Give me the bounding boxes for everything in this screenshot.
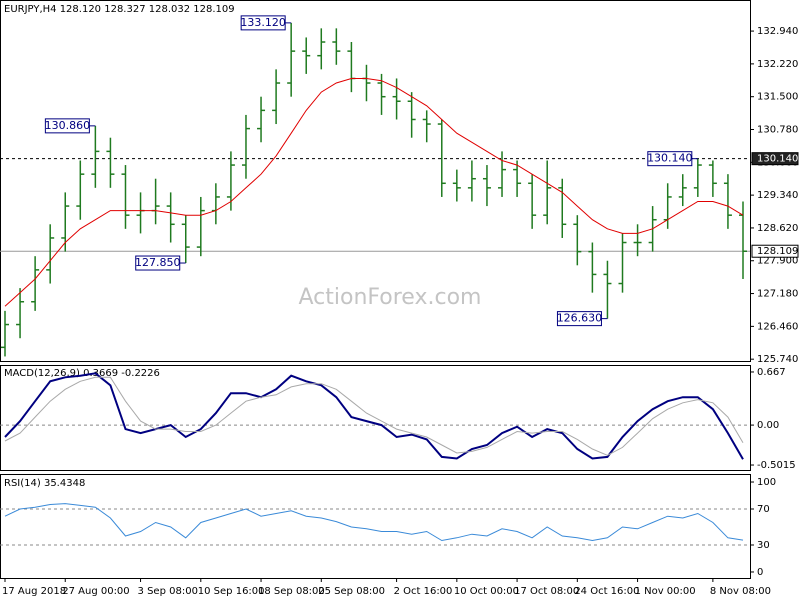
y-tick-label: 100 — [757, 477, 776, 488]
price-header: EURJPY,H4 128.120 128.327 128.032 128.10… — [4, 4, 235, 15]
y-tick-label: 128.620 — [757, 223, 798, 234]
price-label: 130.140 — [757, 154, 798, 165]
rsi-title: RSI(14) 35.4348 — [4, 478, 85, 489]
x-tick-label: 25 Sep 08:00 — [318, 586, 385, 597]
annotation-label: 127.850 — [135, 256, 181, 269]
annotation-label: 133.120 — [240, 16, 286, 29]
annotation-box — [240, 15, 286, 31]
rsi-panel — [0, 474, 751, 579]
price-label-box — [751, 152, 799, 166]
x-tick-label: 24 Oct 16:00 — [574, 586, 639, 597]
x-tick-label: 3 Sep 08:00 — [138, 586, 198, 597]
x-tick-label: 10 Sep 16:00 — [198, 586, 265, 597]
indicator-line — [4, 503, 744, 542]
y-tick-label: 130.780 — [757, 125, 798, 136]
y-tick-label: 70 — [757, 504, 770, 515]
y-tick-label: 127.900 — [757, 256, 798, 267]
annotation-box — [44, 118, 90, 134]
x-tick-label: 1 Nov 00:00 — [635, 586, 696, 597]
x-tick-label: 27 Aug 00:00 — [62, 586, 129, 597]
y-tick-label: -0.5015 — [757, 460, 796, 471]
annotation-label: 126.630 — [557, 312, 603, 325]
y-tick-label: 129.340 — [757, 190, 798, 201]
indicator-line — [4, 372, 744, 460]
annotation-box — [647, 151, 693, 167]
x-tick-label: 10 Oct 00:00 — [454, 586, 519, 597]
y-tick-label: 127.180 — [757, 289, 798, 300]
macd-panel — [0, 365, 751, 471]
watermark: ActionForex.com — [299, 285, 482, 310]
annotation-box — [556, 311, 602, 327]
y-tick-label: 132.220 — [757, 59, 798, 70]
y-tick-label: 0 — [757, 567, 763, 578]
y-tick-label: 0.667 — [757, 367, 786, 378]
annotation-box — [135, 255, 181, 271]
x-tick-label: 8 Nov 08:00 — [710, 586, 771, 597]
indicator-line — [4, 376, 744, 456]
x-tick-label: 17 Oct 08:00 — [514, 586, 579, 597]
macd-title: MACD(12,26,9) 0.3669 -0.2226 — [4, 368, 160, 379]
price-label-box — [751, 244, 799, 258]
y-tick-label: 125.740 — [757, 354, 798, 365]
indicator-line — [4, 78, 744, 307]
y-tick-label: 126.460 — [757, 321, 798, 332]
annotation-label: 130.860 — [45, 119, 91, 132]
y-tick-label: 0.00 — [757, 420, 779, 431]
y-tick-label: 132.940 — [757, 26, 798, 37]
x-tick-label: 2 Oct 16:00 — [394, 586, 453, 597]
price-label: 128.109 — [757, 246, 798, 257]
price-panel — [0, 0, 751, 362]
annotation-label: 130.140 — [647, 152, 693, 165]
x-tick-label: 17 Aug 2018 — [2, 586, 66, 597]
y-tick-label: 131.500 — [757, 92, 798, 103]
y-tick-label: 30 — [757, 540, 770, 551]
x-tick-label: 18 Sep 08:00 — [258, 586, 325, 597]
